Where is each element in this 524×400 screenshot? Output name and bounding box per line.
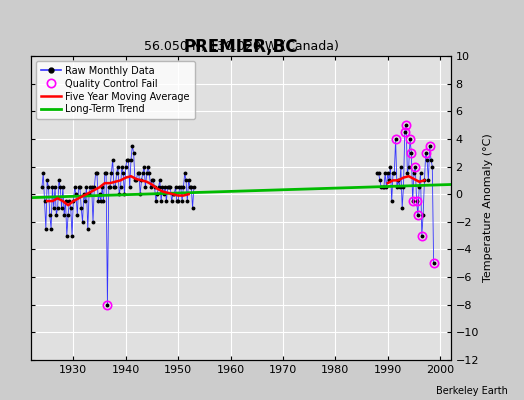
Title: PREMIER,BC: PREMIER,BC bbox=[184, 38, 298, 56]
Legend: Raw Monthly Data, Quality Control Fail, Five Year Moving Average, Long-Term Tren: Raw Monthly Data, Quality Control Fail, … bbox=[36, 61, 195, 119]
Y-axis label: Temperature Anomaly (°C): Temperature Anomaly (°C) bbox=[483, 134, 493, 282]
Text: 56.050 N, 130.020 W (Canada): 56.050 N, 130.020 W (Canada) bbox=[144, 40, 339, 53]
Text: Berkeley Earth: Berkeley Earth bbox=[436, 386, 508, 396]
